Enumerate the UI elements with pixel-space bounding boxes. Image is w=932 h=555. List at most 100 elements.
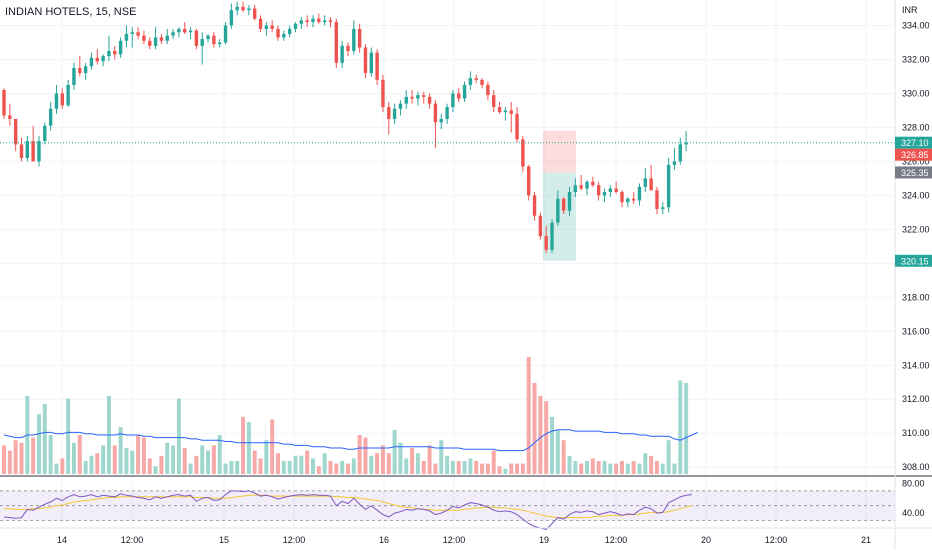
symbol-title[interactable]: INDIAN HOTELS, 15, NSE (5, 6, 137, 18)
volume-bar (7, 450, 12, 474)
candle-body (515, 113, 519, 140)
volume-bar (631, 461, 636, 474)
candle-body (532, 195, 537, 216)
candle-body (480, 79, 484, 85)
volume-bar (538, 396, 543, 474)
candle (655, 186, 659, 215)
candle-body (672, 161, 677, 165)
candle (573, 178, 578, 198)
candle-body (48, 108, 53, 126)
candle (591, 176, 595, 187)
candle (200, 32, 204, 65)
volume-bar (340, 461, 345, 474)
volume-bar (118, 427, 123, 474)
candle-body (678, 144, 682, 162)
candle-body (573, 185, 578, 192)
candle-body (404, 96, 408, 104)
candle-body (521, 139, 525, 167)
price-tick-label: 326.00 (902, 156, 930, 166)
volume-bar (264, 440, 269, 474)
candle (218, 39, 222, 48)
price-tick-label: 332.00 (902, 54, 930, 64)
volume-bar (439, 440, 444, 474)
candle-body (107, 50, 111, 57)
candle (229, 3, 234, 29)
candle (637, 183, 642, 206)
candle-body (25, 141, 30, 158)
candle-body (369, 52, 373, 74)
candle-body (445, 107, 449, 119)
rsi-axis: 80.00 40.00 (902, 478, 925, 518)
candle-body (124, 33, 129, 41)
stop-loss-zone[interactable] (543, 130, 576, 173)
candle-body (631, 198, 636, 201)
candle-body (427, 96, 432, 104)
volume-bar (322, 453, 327, 474)
candle-body (72, 67, 76, 85)
volume-bar (532, 383, 537, 474)
candle-body (439, 118, 443, 123)
candle (194, 28, 199, 50)
price-tick-label: 314.00 (902, 360, 930, 370)
candle-body (305, 20, 309, 23)
volume-bar (503, 468, 508, 474)
volume-bar (89, 455, 94, 474)
candle-body (422, 95, 426, 97)
candle (631, 191, 636, 204)
candle-body (223, 25, 228, 43)
candle (276, 25, 280, 41)
candle-body (136, 32, 140, 36)
candle-body (43, 125, 47, 142)
candle-body (387, 107, 391, 119)
volume-bar (672, 463, 677, 474)
candle (363, 44, 368, 79)
candle (445, 103, 449, 125)
candle (13, 118, 18, 152)
candle-body (556, 198, 560, 223)
candle-body (375, 52, 379, 80)
volume-bar (596, 461, 601, 474)
volume-bar (410, 448, 415, 474)
candle (486, 81, 490, 101)
volume-bar (299, 455, 304, 474)
candle (118, 37, 123, 58)
time-tick-label: 15 (219, 535, 229, 545)
candle-body (346, 45, 350, 51)
candle (527, 164, 531, 201)
volume-bar (171, 445, 176, 474)
candle-body (270, 25, 274, 29)
candle (101, 54, 105, 67)
candle (247, 5, 251, 16)
volume-bar (567, 455, 572, 474)
candle-body (165, 35, 169, 41)
volume-bar (316, 466, 321, 474)
candle (497, 101, 502, 114)
volume-bar (136, 435, 141, 474)
candle-body (113, 50, 117, 55)
price-tick-label: 322.00 (902, 224, 930, 234)
candle (410, 90, 414, 104)
last-price-label-bg (895, 136, 932, 149)
volume-bars (1, 357, 689, 474)
price-tick-label: 328.00 (902, 122, 930, 132)
candle-body (608, 188, 613, 192)
volume-bar (305, 450, 310, 474)
price-tick-label: 316.00 (902, 326, 930, 336)
candle (480, 78, 484, 89)
candle-body (218, 42, 222, 45)
candle (188, 27, 193, 40)
candle (626, 197, 630, 208)
candle-body (381, 79, 385, 108)
volume-bar (445, 455, 450, 474)
candle (235, 1, 239, 16)
volume-bar (654, 461, 659, 474)
volume-bar (684, 383, 689, 474)
candle-body (60, 93, 64, 106)
time-tick-label: 12:00 (283, 535, 306, 545)
candle (31, 125, 35, 162)
candle (54, 84, 59, 114)
candle-body (241, 6, 245, 11)
volume-bar (141, 437, 146, 474)
